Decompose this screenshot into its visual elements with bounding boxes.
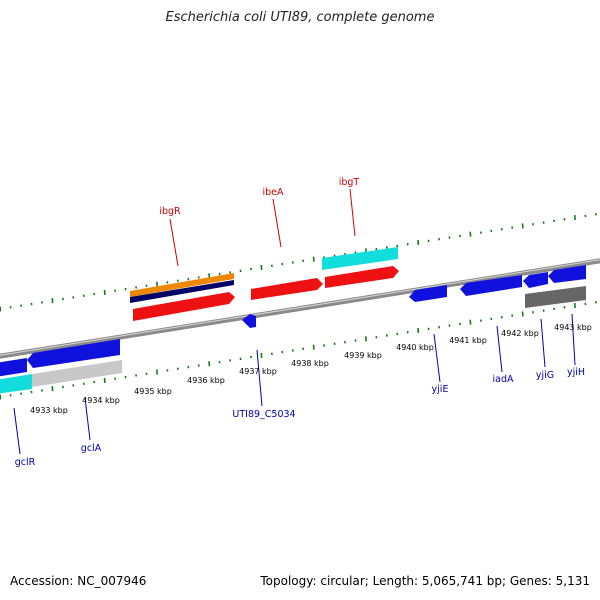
tick-minor <box>135 374 138 377</box>
genome-summary: Topology: circular; Length: 5,065,741 bp… <box>260 574 590 588</box>
feature-ibgR-orange[interactable] <box>130 273 234 297</box>
feature-yjiH-gene[interactable] <box>548 265 586 283</box>
gene-label-ibgR[interactable]: ibgR <box>159 206 181 217</box>
tick-minor <box>135 286 138 289</box>
genome-backbone <box>0 258 600 359</box>
feature-ibgT-cyan[interactable] <box>322 247 398 270</box>
tick-minor <box>239 357 242 361</box>
feature-gclA-lightgray[interactable] <box>32 360 122 387</box>
kbp-label: 4941 kbp <box>449 336 487 345</box>
feature-gray-block[interactable] <box>525 286 586 308</box>
kbp-label: 4943 kbp <box>554 323 592 332</box>
kbp-label: 4938 kbp <box>291 359 329 368</box>
gene-label-ibeA[interactable]: ibeA <box>262 187 284 198</box>
kbp-label: 4940 kbp <box>396 343 434 352</box>
gene-label-UTI89_C5034[interactable]: UTI89_C5034 <box>232 409 295 420</box>
feature-gclR-cyan[interactable] <box>0 374 32 394</box>
tick-minor <box>93 380 96 384</box>
feature-gclA-blue[interactable] <box>27 339 120 368</box>
gene-labels-top: ibgR ibeA ibgT <box>159 177 359 217</box>
kbp-label: 4933 kbp <box>30 406 68 415</box>
feature-iadA-gene[interactable] <box>460 275 522 296</box>
kbp-label: 4934 kbp <box>82 396 120 405</box>
gene-label-gclA[interactable]: gclA <box>81 443 102 454</box>
tick-minor <box>93 292 96 296</box>
feature-ibgR-navy[interactable] <box>130 280 234 303</box>
gene-label-yjiH[interactable]: yjiH <box>567 367 585 378</box>
gene-labels-bottom: gclR gclA UTI89_C5034 yjiE iadA yjiG yji… <box>15 367 585 468</box>
feature-gclR-blue[interactable] <box>0 358 27 377</box>
kbp-label: 4937 kbp <box>239 367 277 376</box>
kbp-label: 4935 kbp <box>134 387 172 396</box>
kbp-label: 4939 kbp <box>344 351 382 360</box>
kbp-scale-labels: 4933 kbp 4934 kbp 4935 kbp 4936 kbp 4937… <box>30 323 592 415</box>
upper-tick-row <box>0 213 597 312</box>
gene-label-yjiE[interactable]: yjiE <box>432 384 449 395</box>
feature-yjiE-gene[interactable] <box>409 285 447 302</box>
tick-minor <box>239 269 242 273</box>
feature-yjiG-gene[interactable] <box>523 272 548 288</box>
label-connectors <box>13 188 576 455</box>
genome-title: Escherichia coli UTI89, complete genome <box>165 10 435 25</box>
feature-ibgT-red[interactable] <box>325 266 399 288</box>
kbp-label: 4942 kbp <box>501 329 539 338</box>
gene-label-yjiG[interactable]: yjiG <box>536 370 554 381</box>
gene-label-gclR[interactable]: gclR <box>15 457 36 468</box>
feature-small-blue[interactable] <box>242 314 256 328</box>
lower-tick-row <box>0 301 597 400</box>
gene-label-iadA[interactable]: iadA <box>493 374 514 385</box>
feature-ibeA-gene[interactable] <box>133 292 235 321</box>
feature-ibeA-gene-2[interactable] <box>251 278 323 300</box>
gene-label-ibgT[interactable]: ibgT <box>339 177 360 188</box>
accession-label: Accession: NC_007946 <box>10 574 147 588</box>
kbp-label: 4936 kbp <box>187 376 225 385</box>
